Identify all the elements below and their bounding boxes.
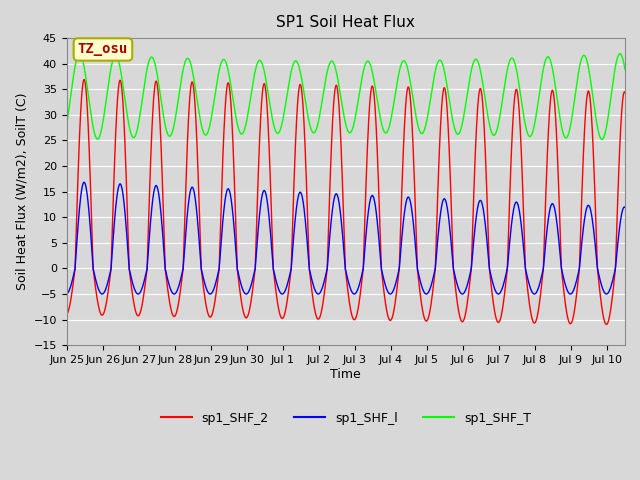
sp1_SHF_T <box>621 67 629 72</box>
sp1_SHF_2 <box>621 90 629 96</box>
sp1_SHF_l <box>80 180 88 185</box>
sp1_SHF_T <box>334 78 342 84</box>
sp1_SHF_T <box>605 109 612 115</box>
sp1_SHF_2 <box>335 96 342 101</box>
sp1_SHF_T <box>319 90 327 96</box>
sp1_SHF_2 <box>603 322 611 327</box>
sp1_SHF_T <box>63 121 70 127</box>
sp1_SHF_T <box>616 51 624 57</box>
sp1_SHF_2 <box>80 77 88 83</box>
Y-axis label: Soil Heat Flux (W/m2), SoilT (C): Soil Heat Flux (W/m2), SoilT (C) <box>15 93 28 290</box>
sp1_SHF_l <box>99 291 106 297</box>
sp1_SHF_T <box>598 137 605 143</box>
sp1_SHF_2 <box>63 312 70 317</box>
Legend: sp1_SHF_2, sp1_SHF_l, sp1_SHF_T: sp1_SHF_2, sp1_SHF_l, sp1_SHF_T <box>156 407 536 430</box>
sp1_SHF_2 <box>320 296 328 301</box>
sp1_SHF_2 <box>92 284 99 290</box>
sp1_SHF_l <box>605 288 613 294</box>
sp1_SHF_T <box>605 108 613 113</box>
sp1_SHF_T <box>92 132 99 138</box>
sp1_SHF_l <box>63 291 70 297</box>
sp1_SHF_2 <box>605 314 613 320</box>
sp1_SHF_l <box>503 268 511 274</box>
X-axis label: Time: Time <box>330 368 361 381</box>
Title: SP1 Soil Heat Flux: SP1 Soil Heat Flux <box>276 15 415 30</box>
sp1_SHF_l <box>320 280 328 286</box>
Line: sp1_SHF_2: sp1_SHF_2 <box>67 80 625 324</box>
sp1_SHF_2 <box>503 273 511 279</box>
Line: sp1_SHF_T: sp1_SHF_T <box>67 54 625 140</box>
sp1_SHF_T <box>502 72 510 78</box>
sp1_SHF_l <box>335 198 342 204</box>
sp1_SHF_l <box>92 276 99 281</box>
sp1_SHF_l <box>605 288 613 294</box>
Text: TZ_osu: TZ_osu <box>78 42 128 57</box>
sp1_SHF_2 <box>605 316 613 322</box>
sp1_SHF_l <box>621 204 629 210</box>
Line: sp1_SHF_l: sp1_SHF_l <box>67 182 625 294</box>
